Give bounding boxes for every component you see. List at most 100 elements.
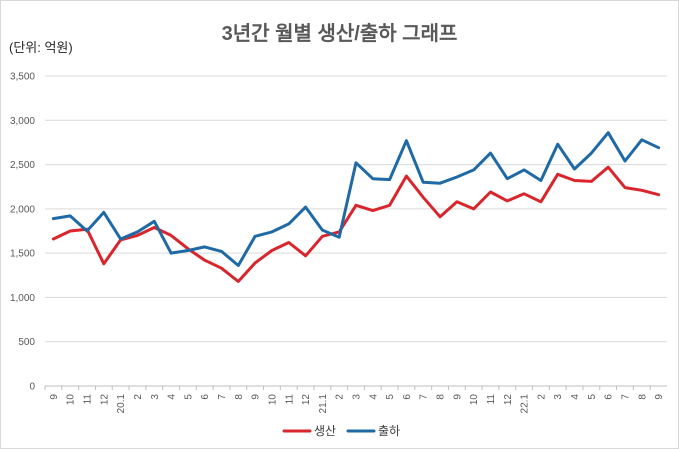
- data-point-1: [102, 211, 106, 214]
- data-point-0: [52, 237, 55, 241]
- legend-label-0: 생산: [314, 424, 336, 438]
- x-tick-label: 2: [133, 394, 144, 400]
- data-point-0: [438, 215, 442, 219]
- data-point-1: [287, 222, 290, 226]
- x-tick-label: 11: [83, 394, 94, 405]
- y-tick-label: 2,000: [10, 204, 35, 215]
- data-point-1: [489, 151, 492, 155]
- data-point-0: [136, 234, 139, 237]
- x-tick-label: 5: [183, 394, 194, 400]
- x-tick-label: 6: [402, 394, 413, 400]
- data-point-0: [354, 204, 358, 207]
- series-line-0: [51, 165, 661, 283]
- data-point-0: [203, 259, 206, 262]
- x-tick-label: 3: [553, 394, 564, 400]
- legend-label-1: 출하: [378, 424, 400, 438]
- x-tick-label: 5: [587, 394, 598, 400]
- data-point-0: [169, 234, 173, 237]
- x-tick-label: 8: [436, 394, 447, 400]
- x-tick-label: 9: [654, 394, 665, 400]
- x-tick-label: 7: [620, 394, 631, 400]
- x-tick-label: 11: [486, 394, 497, 405]
- y-tick-label: 3,000: [10, 116, 35, 127]
- data-point-0: [153, 226, 156, 229]
- data-point-0: [304, 254, 307, 257]
- x-tick-label: 3: [352, 394, 363, 400]
- data-point-1: [422, 181, 425, 184]
- data-point-0: [506, 199, 509, 203]
- data-point-0: [69, 229, 72, 233]
- series-line-1: [51, 131, 661, 267]
- x-tick-label: 11: [284, 394, 295, 405]
- y-tick-label: 500: [18, 337, 35, 348]
- data-point-1: [136, 230, 139, 234]
- series-lines: [51, 131, 661, 283]
- data-point-0: [270, 249, 274, 252]
- data-point-1: [590, 151, 593, 155]
- x-tick-label: 10: [469, 394, 480, 406]
- y-tick-label: 0: [29, 382, 35, 393]
- data-point-0: [422, 196, 425, 199]
- x-axis-ticks: 9 10 11 12 20.1 2 3 4 5 6 7 8 9 10 11 12 21.1 2 3 4 5 6 7 8 9 10 1…: [44, 386, 665, 414]
- data-point-0: [102, 262, 106, 265]
- data-point-0: [539, 200, 543, 203]
- y-tick-label: 1,000: [10, 293, 35, 304]
- data-point-1: [304, 205, 307, 209]
- data-point-0: [388, 204, 391, 207]
- data-point-0: [489, 190, 492, 194]
- x-tick-label: 4: [167, 394, 178, 400]
- x-tick-label: 12: [99, 394, 110, 406]
- data-point-1: [337, 236, 341, 239]
- data-point-0: [371, 209, 375, 212]
- data-point-1: [405, 139, 408, 142]
- data-point-1: [153, 220, 156, 223]
- x-tick-label: 12: [503, 394, 514, 406]
- gridlines: [45, 75, 667, 387]
- x-tick-label: 8: [234, 394, 245, 400]
- x-tick-label: 7: [419, 394, 430, 400]
- data-point-1: [506, 177, 509, 180]
- y-tick-label: 3,500: [10, 72, 35, 83]
- x-tick-label: 4: [368, 394, 379, 400]
- data-point-1: [237, 264, 240, 267]
- data-point-1: [270, 230, 274, 234]
- data-point-1: [169, 251, 173, 255]
- y-tick-label: 2,500: [10, 160, 35, 171]
- data-point-1: [253, 235, 257, 238]
- data-point-0: [623, 186, 627, 189]
- data-point-0: [573, 179, 576, 182]
- data-point-1: [388, 178, 391, 181]
- data-point-0: [253, 261, 257, 265]
- x-tick-label: 8: [637, 394, 648, 400]
- x-tick-label: 20.1: [116, 394, 127, 414]
- x-tick-label: 21.1: [318, 394, 329, 414]
- data-point-0: [287, 241, 290, 244]
- data-point-1: [85, 229, 89, 233]
- data-point-1: [573, 167, 576, 171]
- x-tick-label: 10: [267, 394, 278, 406]
- data-point-1: [371, 177, 375, 180]
- unit-label: (단위: 억원): [9, 40, 73, 55]
- x-tick-label: 9: [49, 394, 60, 400]
- data-point-1: [119, 237, 122, 241]
- data-point-0: [455, 200, 459, 203]
- data-point-0: [405, 174, 408, 178]
- data-point-1: [455, 175, 459, 179]
- data-point-1: [69, 214, 72, 218]
- data-point-1: [472, 168, 475, 172]
- x-tick-label: 22.1: [520, 394, 531, 414]
- data-point-1: [657, 146, 660, 149]
- x-tick-label: 9: [251, 394, 262, 400]
- legend: 생산 출하: [282, 424, 400, 438]
- x-tick-label: 2: [335, 394, 346, 400]
- data-point-1: [321, 228, 324, 232]
- data-point-1: [52, 217, 55, 220]
- data-point-1: [220, 250, 223, 253]
- data-point-1: [640, 138, 643, 141]
- x-tick-label: 2: [536, 394, 547, 400]
- x-tick-label: 5: [385, 394, 396, 400]
- data-point-1: [539, 179, 543, 182]
- data-point-0: [556, 173, 559, 176]
- chart-title: 3년간 월별 생산/출하 그래프: [221, 23, 458, 45]
